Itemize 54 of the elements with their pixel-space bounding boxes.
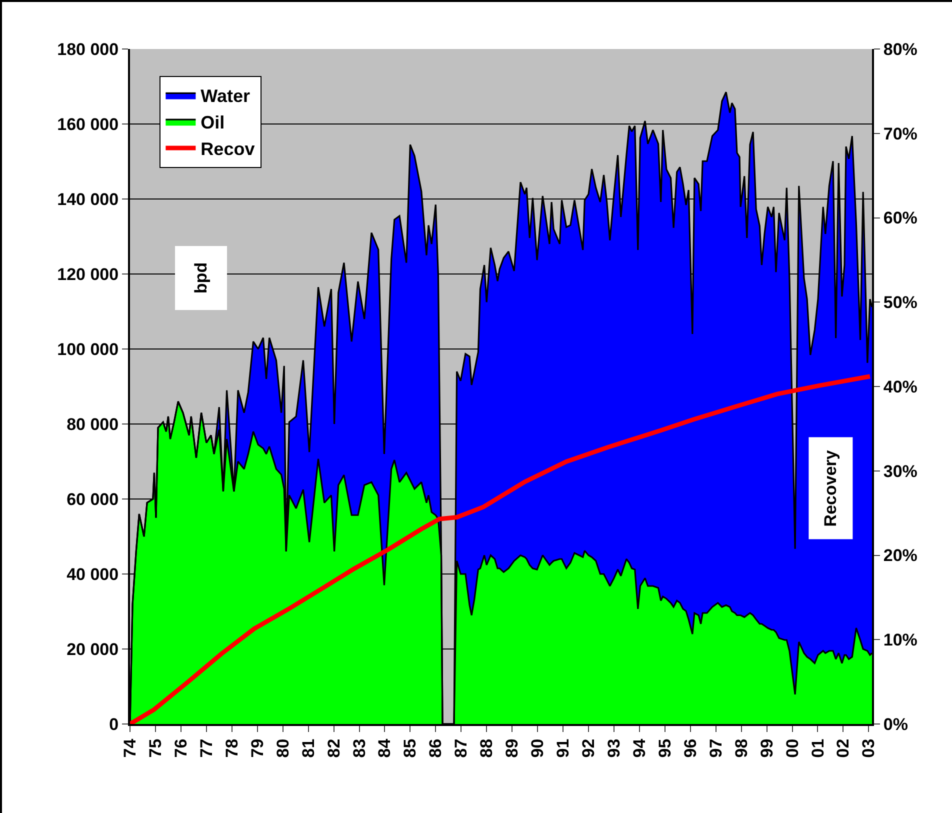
y2-tick-label: 30% [883,462,918,481]
x-tick-label: 87 [452,738,471,758]
y2-tick-label: 80% [883,40,918,59]
y-tick-label: 40 000 [66,564,119,584]
x-tick-label: 99 [757,738,776,758]
y-tick-label: 100 000 [57,340,119,359]
y-axis-title: bpd [192,262,211,294]
x-tick-label: 98 [732,738,751,758]
x-tick-label: 93 [604,738,624,758]
x-tick-label: 00 [782,738,802,758]
y2-tick-label: 60% [883,208,918,228]
y-tick-label: 20 000 [66,640,119,659]
x-tick-label: 74 [120,738,140,758]
y-tick-label: 60 000 [66,490,119,509]
x-tick-label: 84 [375,738,394,758]
x-tick-label: 85 [400,738,420,758]
x-tick-label: 80 [273,738,292,758]
y-tick-label: 160 000 [57,114,119,134]
x-tick-label: 01 [808,738,828,758]
y-tick-label: 180 000 [57,40,119,59]
x-tick-label: 81 [298,738,318,758]
x-tick-label: 77 [196,738,216,758]
x-tick-label: 86 [426,738,446,758]
y-tick-label: 120 000 [57,264,119,284]
x-tick-label: 76 [171,738,190,758]
y2-tick-label: 40% [883,377,918,396]
y2-tick-label: 50% [883,293,918,312]
x-tick-label: 79 [248,738,267,758]
x-tick-label: 95 [655,738,674,758]
x-tick-label: 91 [554,738,573,758]
y2-axis-title: Recovery [821,450,840,527]
y2-tick-label: 70% [883,124,918,144]
x-tick-label: 75 [146,738,165,758]
y-tick-label: 140 000 [57,190,119,209]
x-tick-label: 82 [324,738,344,758]
x-tick-label: 89 [502,738,522,758]
x-tick-label: 88 [477,738,496,758]
y2-tick-label: 20% [883,546,918,566]
legend-label: Water [200,86,250,106]
y2-tick-label: 0% [883,714,908,734]
x-tick-label: 97 [706,738,726,758]
x-tick-label: 02 [834,738,853,758]
x-tick-label: 78 [222,738,242,758]
x-tick-label: 90 [528,738,548,758]
legend-label: Recov [200,139,255,160]
y2-tick-label: 10% [883,630,918,650]
y-tick-label: 80 000 [66,414,119,434]
x-tick-label: 92 [579,738,598,758]
legend-label: Oil [200,112,225,133]
y-tick-label: 0 [109,714,119,734]
x-tick-label: 03 [859,738,878,758]
x-tick-label: 94 [630,738,649,758]
x-tick-label: 83 [350,738,369,758]
x-tick-label: 96 [680,738,700,758]
